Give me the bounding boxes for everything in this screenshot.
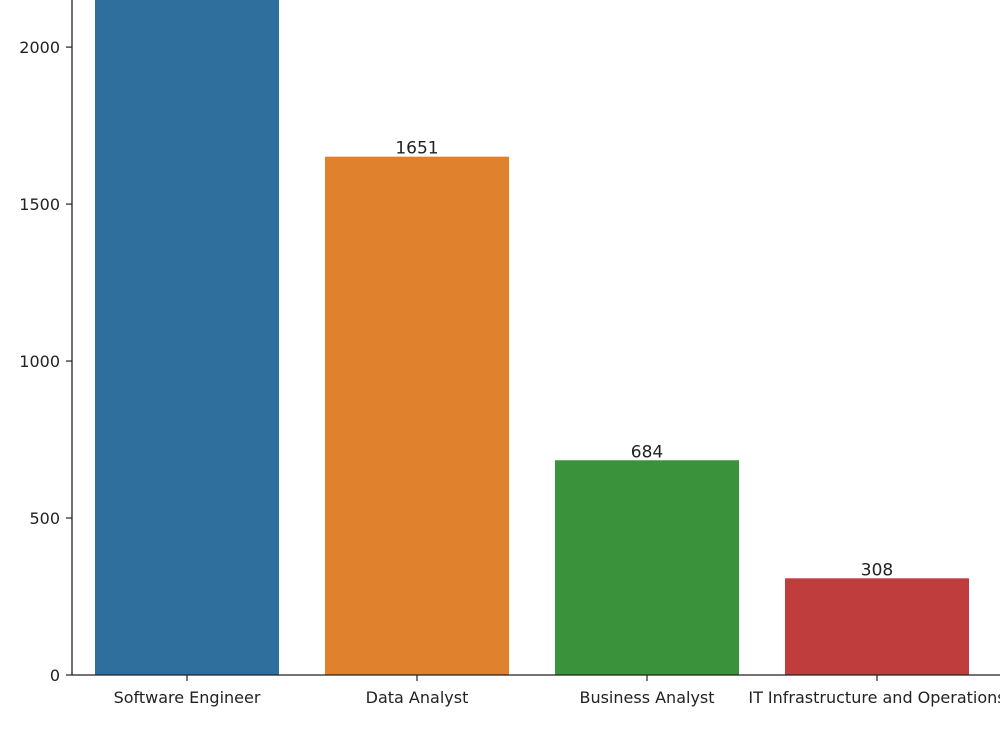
data-label-1: 1651 bbox=[395, 139, 438, 159]
bar-0 bbox=[95, 0, 279, 675]
y-tick-label-1: 500 bbox=[29, 509, 60, 528]
bar-2 bbox=[555, 460, 739, 675]
y-tick-label-0: 0 bbox=[50, 666, 60, 685]
bars-layer bbox=[95, 0, 969, 676]
labels-layer: Software Engineer Data Analyst 1651 Busines… bbox=[19, 38, 1000, 707]
bar-1 bbox=[325, 156, 509, 676]
bar-3 bbox=[785, 578, 969, 675]
x-tick-label-3: IT Infrastructure and Operations bbox=[748, 688, 1000, 707]
axes-layer bbox=[66, 0, 1000, 681]
y-tick-label-4: 2000 bbox=[19, 38, 60, 57]
x-tick-label-2: Business Analyst bbox=[579, 688, 714, 707]
x-tick-label-0: Software Engineer bbox=[114, 688, 261, 707]
data-label-3: 308 bbox=[861, 560, 893, 580]
x-tick-label-1: Data Analyst bbox=[366, 688, 469, 707]
y-tick-label-2: 1000 bbox=[19, 352, 60, 371]
y-tick-label-3: 1500 bbox=[19, 195, 60, 214]
data-label-2: 684 bbox=[631, 442, 663, 462]
